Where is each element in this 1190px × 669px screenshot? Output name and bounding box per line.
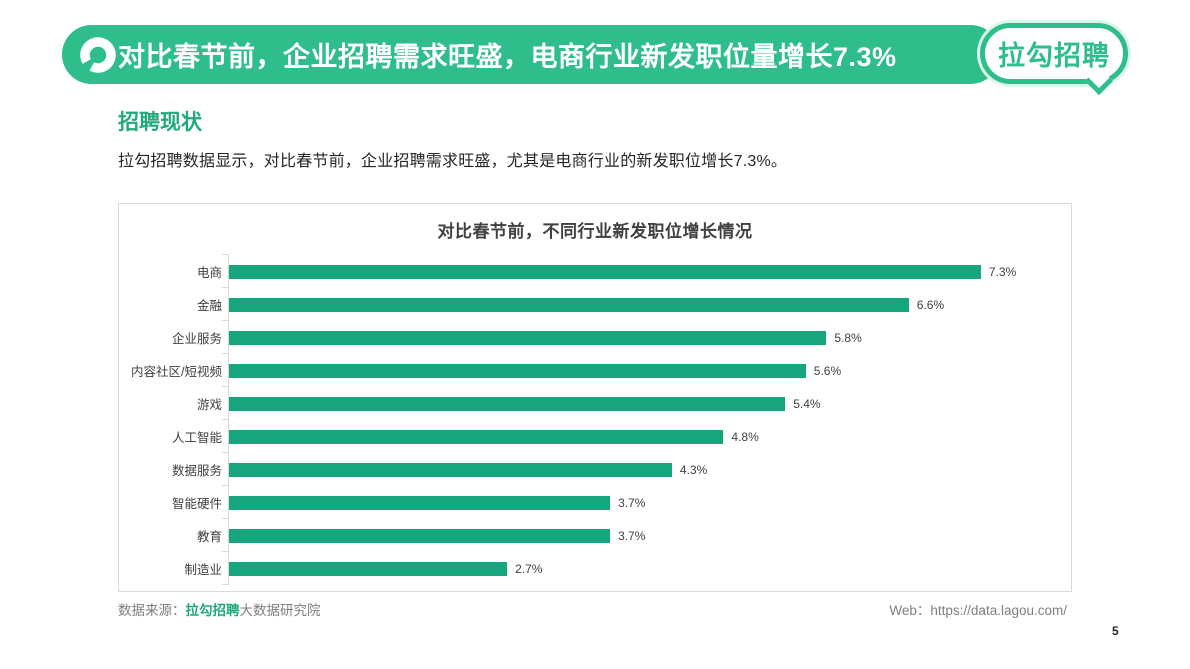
brand-badge: 拉勾招聘 [980,23,1128,84]
data-source-brand: 拉勾招聘 [185,603,240,618]
header-banner: 对比春节前，企业招聘需求旺盛，电商行业新发职位量增长7.3% [62,25,1000,84]
bar-track: 6.6% [222,287,1071,321]
chart-row: 电商 7.3% [119,254,1071,288]
category-label: 数据服务 [171,464,222,478]
chart-row: 智能硬件 3.7% [119,485,1071,519]
chart-row: 企业服务 5.8% [119,320,1071,354]
bar-value-label: 6.6% [916,297,945,312]
bar [229,561,508,576]
bar [229,462,672,477]
website-url: Web：https://data.lagou.com/ [889,603,1067,618]
category-label: 制造业 [184,563,222,577]
chart-title: 对比春节前，不同行业新发职位增长情况 [437,222,753,241]
bar-value-label: 3.7% [618,495,646,510]
bar [229,363,806,378]
bar-track: 3.7% [222,518,1071,552]
page-number: 5 [1112,624,1119,638]
lagou-logo-icon [80,37,116,73]
bar-track: 5.6% [222,353,1071,387]
category-label: 企业服务 [171,332,222,346]
page-title: 对比春节前，企业招聘需求旺盛，电商行业新发职位量增长7.3% [118,42,897,72]
category-label: 内容社区/短视频 [131,365,222,379]
chart-row: 游戏 5.4% [119,386,1071,420]
bar-value-label: 5.8% [834,330,862,345]
chart-row: 教育 3.7% [119,518,1071,552]
bar-value-label: 4.8% [731,429,759,444]
chart-row: 人工智能 4.8% [119,419,1071,453]
category-label: 金融 [196,299,222,313]
bar-track: 7.3% [222,254,1071,288]
bar [229,396,786,411]
bar [229,264,981,279]
bar-value-label: 7.3% [988,264,1017,279]
category-label: 人工智能 [171,431,222,445]
bar-value-label: 2.7% [515,561,543,576]
bar [229,495,611,510]
brand-badge-label: 拉勾招聘 [994,34,1114,73]
bar-track: 3.7% [222,485,1071,519]
chart-row: 制造业 2.7% [119,551,1071,585]
bar-chart-card: 对比春节前，不同行业新发职位增长情况 电商 7.3% 金融 6.6% 企业服务 5.8% 内… [118,203,1072,592]
bar-value-label: 3.7% [618,528,646,543]
bar-track: 4.8% [222,419,1071,453]
bar [229,297,909,312]
category-label: 游戏 [196,398,222,412]
bar [229,429,724,444]
category-label: 教育 [196,530,222,544]
bar-value-label: 5.4% [793,396,821,411]
bar [229,528,611,543]
section-title: 招聘现状 [118,111,202,134]
bar-track: 5.8% [222,320,1071,354]
data-source-prefix: 数据来源： [118,603,186,618]
bar-chart-rows: 电商 7.3% 金融 6.6% 企业服务 5.8% 内容社区/短视频 5.6% 游戏 5.4% 人工… [119,254,1071,585]
chart-row: 数据服务 4.3% [119,452,1071,486]
data-source-line: 数据来源：拉勾招聘大数据研究院 [118,599,321,619]
section-body-text: 拉勾招聘数据显示，对比春节前，企业招聘需求旺盛，尤其是电商行业的新发职位增长7.… [118,153,788,170]
bar-track: 2.7% [222,551,1071,585]
bar-track: 4.3% [222,452,1071,486]
category-label: 智能硬件 [171,497,222,511]
bar-value-label: 4.3% [679,462,708,477]
category-label: 电商 [196,266,222,280]
data-source-suffix: 大数据研究院 [239,603,321,618]
chart-row: 内容社区/短视频 5.6% [119,353,1071,387]
chart-row: 金融 6.6% [119,287,1071,321]
bar-value-label: 5.6% [813,363,842,378]
bar-track: 5.4% [222,386,1071,420]
bar [229,330,827,345]
